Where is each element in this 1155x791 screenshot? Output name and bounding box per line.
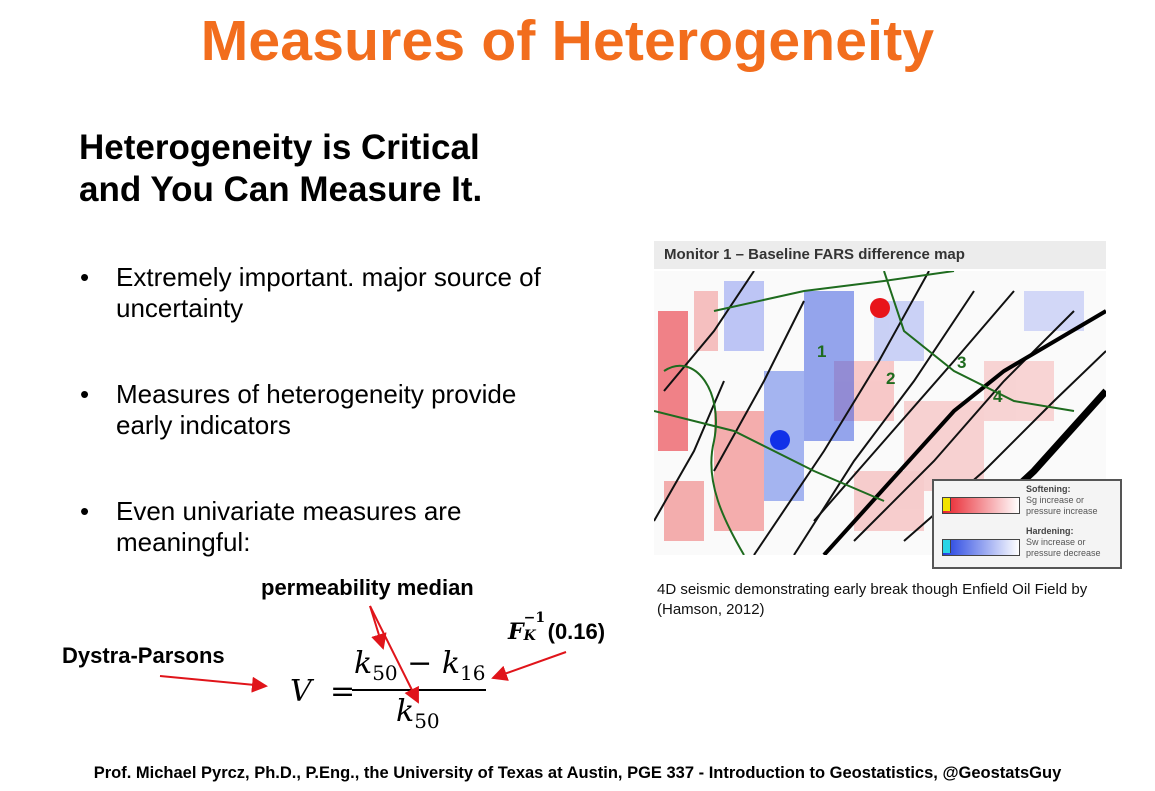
- compartment-labels: 1 2 3 4: [817, 342, 1003, 406]
- compartment-boundaries: [654, 271, 1075, 555]
- k16-symbol: k: [441, 646, 461, 681]
- bullet-dot: •: [80, 379, 90, 409]
- slide-subtitle: Heterogeneity is Critical and You Can Me…: [79, 127, 639, 211]
- permeability-median-label: permeability median: [261, 575, 474, 600]
- formula-equals: =: [330, 674, 356, 709]
- hardening-swatch: [942, 539, 1020, 556]
- injector-well-marker: [770, 430, 790, 450]
- zone-label-2: 2: [886, 369, 895, 388]
- inverse-cdf-label: F −1 K (0.16): [508, 610, 606, 645]
- formula-numerator: k50 − k16: [354, 646, 486, 685]
- zone-label-3: 3: [957, 353, 966, 372]
- figure-caption: 4D seismic demonstrating early break tho…: [657, 581, 1088, 618]
- slide-title: Measures of Heterogeneity: [200, 9, 935, 73]
- zone-label-4: 4: [993, 387, 1003, 406]
- k50-subscript: 50: [372, 661, 398, 685]
- producer-well-marker: [870, 298, 890, 318]
- k16-subscript: 16: [460, 661, 486, 685]
- formula-minus: −: [397, 646, 442, 681]
- bullet-item: • Even univariate measures are meaningfu…: [80, 496, 550, 558]
- fk-scripts: −1 K: [523, 610, 548, 645]
- subtitle-line-2: and You Can Measure It.: [79, 170, 483, 209]
- dykstra-parsons-label: Dystra-Parsons: [62, 643, 225, 668]
- seismic-map-title: Monitor 1 – Baseline FARS difference map: [654, 241, 1106, 269]
- softening-swatch: [942, 497, 1020, 514]
- bullet-text: Extremely important. major source of unc…: [116, 262, 541, 323]
- hardening-key: [943, 540, 951, 553]
- k50-denominator-symbol: k: [396, 694, 415, 729]
- softening-title: Softening:: [1026, 484, 1071, 494]
- k50-denominator-subscript: 50: [414, 709, 440, 733]
- hardening-title: Hardening:: [1026, 526, 1074, 536]
- softening-description: Sg increase or pressure increase: [1026, 495, 1098, 516]
- seismic-figure: Monitor 1 – Baseline FARS difference map: [654, 241, 1124, 571]
- arrow-fk-to-k16: [491, 651, 567, 681]
- subtitle-line-1: Heterogeneity is Critical: [79, 128, 480, 167]
- fk-symbol: F: [508, 619, 524, 645]
- softening-key: [943, 498, 951, 511]
- bullet-item: • Measures of heterogeneity provide earl…: [80, 379, 550, 441]
- formula-lhs: V: [290, 674, 312, 709]
- zone-label-1: 1: [817, 342, 826, 361]
- arrow-median-to-numerator: [369, 605, 387, 650]
- fk-superscript: −1: [523, 610, 546, 627]
- bullet-dot: •: [80, 496, 90, 526]
- seismic-legend: Softening: Sg increase or pressure incre…: [932, 479, 1122, 569]
- bullet-text: Measures of heterogeneity provide early …: [116, 379, 517, 440]
- bullet-text: Even univariate measures are meaningful:: [116, 496, 462, 557]
- formula-denominator: k50: [396, 694, 440, 733]
- major-fault: [822, 309, 1106, 555]
- bullet-dot: •: [80, 262, 90, 292]
- fk-argument: (0.16): [547, 619, 606, 644]
- fault-lines: [654, 271, 1106, 555]
- arrow-dp-to-formula: [159, 675, 268, 693]
- footer-credit: Prof. Michael Pyrcz, Ph.D., P.Eng., the …: [93, 764, 1062, 782]
- k50-symbol: k: [354, 646, 373, 681]
- fraction-bar: [352, 689, 486, 691]
- fk-subscript: K: [523, 628, 536, 645]
- bullet-item: • Extremely important. major source of u…: [80, 262, 550, 324]
- hardening-description: Sw increase or pressure decrease: [1026, 537, 1101, 558]
